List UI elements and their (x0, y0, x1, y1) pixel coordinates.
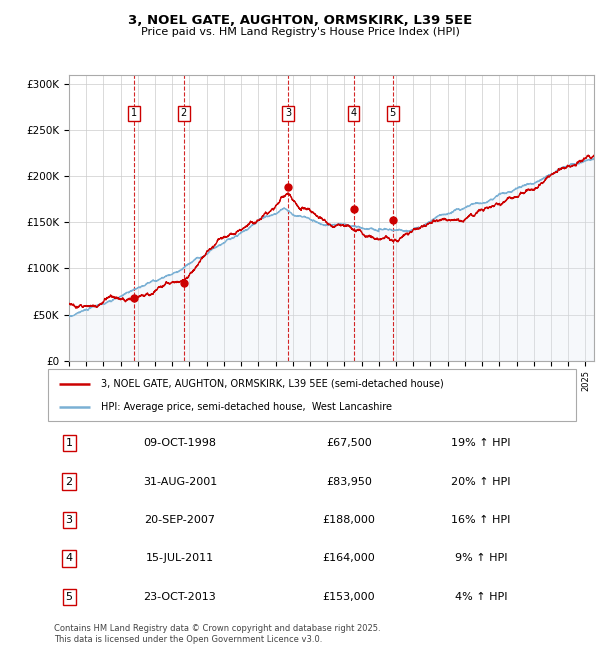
Text: 1: 1 (131, 109, 137, 118)
Text: £188,000: £188,000 (323, 515, 376, 525)
Text: 20% ↑ HPI: 20% ↑ HPI (451, 476, 511, 486)
Text: 4% ↑ HPI: 4% ↑ HPI (455, 592, 507, 602)
Text: 31-AUG-2001: 31-AUG-2001 (143, 476, 217, 486)
FancyBboxPatch shape (48, 369, 576, 421)
Text: 2: 2 (181, 109, 187, 118)
Text: 23-OCT-2013: 23-OCT-2013 (143, 592, 217, 602)
Text: £83,950: £83,950 (326, 476, 372, 486)
Text: 4: 4 (350, 109, 357, 118)
Text: £153,000: £153,000 (323, 592, 375, 602)
Text: 1: 1 (65, 438, 73, 448)
Text: Contains HM Land Registry data © Crown copyright and database right 2025.
This d: Contains HM Land Registry data © Crown c… (54, 624, 380, 644)
Text: HPI: Average price, semi-detached house,  West Lancashire: HPI: Average price, semi-detached house,… (101, 402, 392, 411)
Text: 19% ↑ HPI: 19% ↑ HPI (451, 438, 511, 448)
Text: £164,000: £164,000 (323, 554, 376, 564)
Text: 2: 2 (65, 476, 73, 486)
Text: 9% ↑ HPI: 9% ↑ HPI (455, 554, 507, 564)
Text: 20-SEP-2007: 20-SEP-2007 (145, 515, 215, 525)
Text: 3, NOEL GATE, AUGHTON, ORMSKIRK, L39 5EE (semi-detached house): 3, NOEL GATE, AUGHTON, ORMSKIRK, L39 5EE… (101, 379, 443, 389)
Text: 16% ↑ HPI: 16% ↑ HPI (451, 515, 511, 525)
Text: 3: 3 (285, 109, 291, 118)
Text: 5: 5 (389, 109, 396, 118)
Text: 09-OCT-1998: 09-OCT-1998 (143, 438, 217, 448)
Text: 15-JUL-2011: 15-JUL-2011 (146, 554, 214, 564)
Text: 5: 5 (65, 592, 73, 602)
Text: 3: 3 (65, 515, 73, 525)
Text: Price paid vs. HM Land Registry's House Price Index (HPI): Price paid vs. HM Land Registry's House … (140, 27, 460, 37)
Text: 3, NOEL GATE, AUGHTON, ORMSKIRK, L39 5EE: 3, NOEL GATE, AUGHTON, ORMSKIRK, L39 5EE (128, 14, 472, 27)
Text: 4: 4 (65, 554, 73, 564)
Text: £67,500: £67,500 (326, 438, 372, 448)
